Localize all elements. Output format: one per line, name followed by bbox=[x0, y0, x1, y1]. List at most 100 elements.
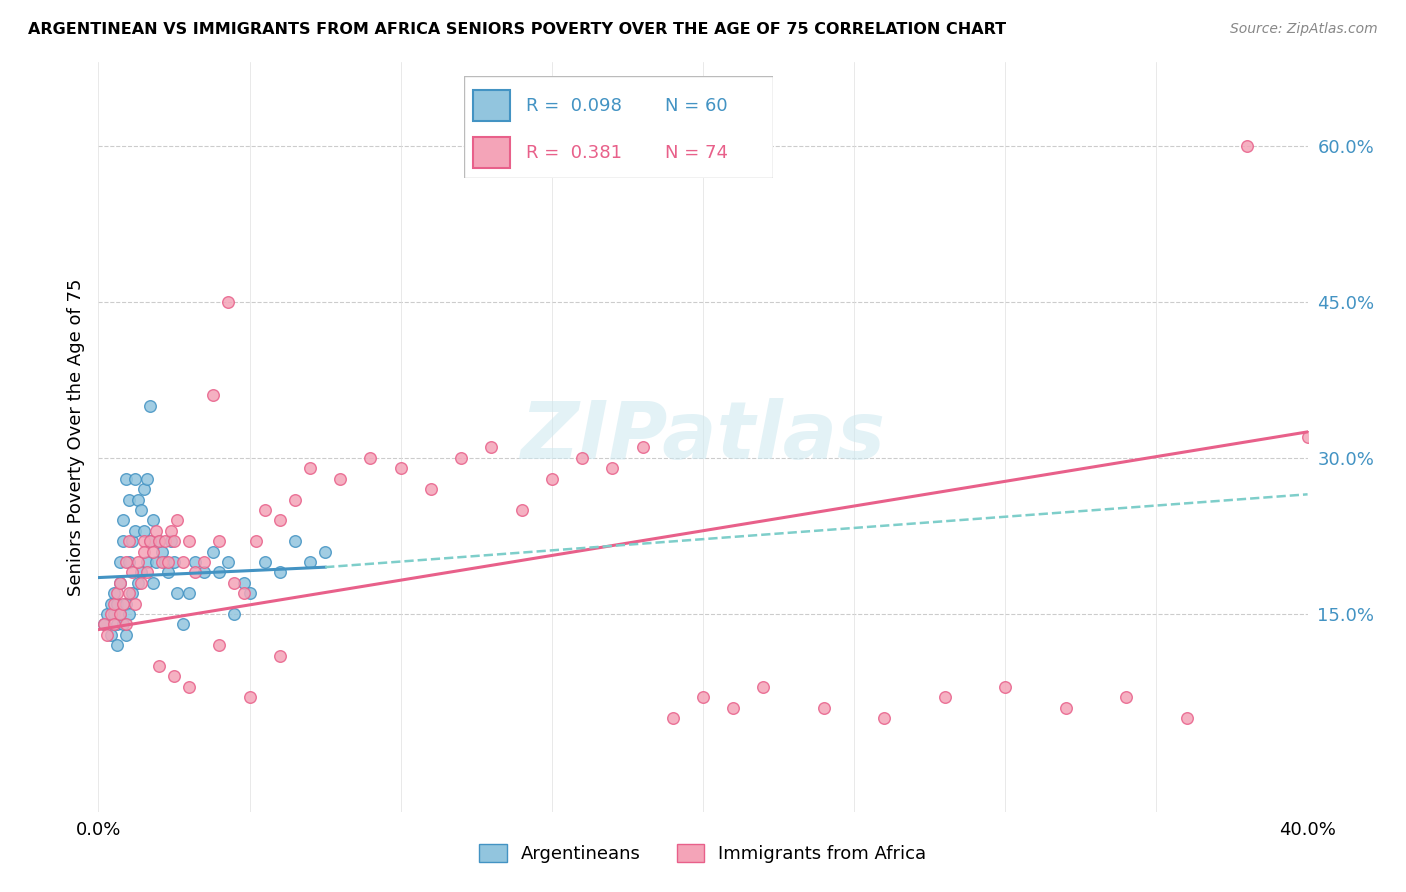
Point bbox=[269, 566, 291, 580]
Point bbox=[245, 534, 267, 549]
Point bbox=[360, 450, 382, 465]
Point bbox=[103, 586, 125, 600]
Point bbox=[139, 399, 162, 413]
Point bbox=[132, 524, 155, 538]
Point bbox=[166, 513, 188, 527]
Point bbox=[540, 472, 562, 486]
Point bbox=[179, 534, 201, 549]
Point bbox=[121, 534, 143, 549]
Point bbox=[103, 597, 125, 611]
Point bbox=[142, 513, 165, 527]
Point bbox=[160, 534, 183, 549]
Point bbox=[145, 555, 167, 569]
Point bbox=[208, 566, 231, 580]
Point bbox=[108, 607, 131, 621]
Point bbox=[118, 607, 141, 621]
Point bbox=[299, 555, 322, 569]
Point bbox=[108, 607, 131, 621]
Point bbox=[132, 482, 155, 496]
FancyBboxPatch shape bbox=[474, 90, 510, 121]
Point bbox=[105, 617, 128, 632]
Point bbox=[163, 534, 186, 549]
Point bbox=[127, 575, 149, 590]
Point bbox=[156, 566, 179, 580]
Point bbox=[148, 659, 170, 673]
Point bbox=[124, 597, 146, 611]
Point bbox=[232, 586, 254, 600]
Point bbox=[873, 711, 896, 725]
Point bbox=[139, 534, 162, 549]
Point bbox=[108, 575, 131, 590]
Point bbox=[129, 575, 152, 590]
Point bbox=[103, 607, 125, 621]
Point bbox=[96, 628, 118, 642]
Point bbox=[179, 680, 201, 694]
Point bbox=[1175, 711, 1198, 725]
Point bbox=[163, 669, 186, 683]
Point bbox=[172, 555, 194, 569]
Point bbox=[114, 472, 136, 486]
Point bbox=[135, 566, 157, 580]
Point bbox=[631, 441, 654, 455]
Point bbox=[108, 555, 131, 569]
Point bbox=[148, 534, 170, 549]
Point bbox=[132, 544, 155, 558]
Point bbox=[299, 461, 322, 475]
Point bbox=[329, 472, 352, 486]
Point bbox=[217, 555, 239, 569]
Point bbox=[420, 482, 443, 496]
Point bbox=[103, 617, 125, 632]
Point bbox=[571, 450, 593, 465]
Text: N = 60: N = 60 bbox=[665, 96, 728, 114]
Point bbox=[752, 680, 775, 694]
Point bbox=[93, 617, 115, 632]
Point bbox=[510, 503, 533, 517]
Point bbox=[96, 607, 118, 621]
Point bbox=[121, 566, 143, 580]
Point bbox=[160, 524, 183, 538]
Y-axis label: Seniors Poverty Over the Age of 75: Seniors Poverty Over the Age of 75 bbox=[66, 278, 84, 596]
Point bbox=[150, 555, 173, 569]
Point bbox=[127, 492, 149, 507]
Point bbox=[184, 566, 207, 580]
Point bbox=[150, 544, 173, 558]
Point bbox=[193, 555, 215, 569]
Point bbox=[135, 472, 157, 486]
Point bbox=[172, 617, 194, 632]
Point bbox=[1236, 138, 1258, 153]
Point bbox=[114, 617, 136, 632]
FancyBboxPatch shape bbox=[474, 137, 510, 168]
Point bbox=[93, 617, 115, 632]
Point bbox=[100, 597, 122, 611]
Point bbox=[284, 534, 307, 549]
Point bbox=[481, 441, 503, 455]
Point bbox=[224, 575, 246, 590]
Point bbox=[114, 597, 136, 611]
Point bbox=[217, 294, 239, 309]
Text: R =  0.381: R = 0.381 bbox=[526, 144, 621, 161]
Point bbox=[1115, 690, 1137, 705]
Text: N = 74: N = 74 bbox=[665, 144, 728, 161]
Point bbox=[105, 638, 128, 652]
Point bbox=[127, 555, 149, 569]
Point bbox=[139, 534, 162, 549]
Point bbox=[135, 555, 157, 569]
Point bbox=[723, 700, 745, 714]
Point bbox=[114, 628, 136, 642]
Point bbox=[129, 503, 152, 517]
Text: ARGENTINEAN VS IMMIGRANTS FROM AFRICA SENIORS POVERTY OVER THE AGE OF 75 CORRELA: ARGENTINEAN VS IMMIGRANTS FROM AFRICA SE… bbox=[28, 22, 1007, 37]
Point bbox=[118, 492, 141, 507]
Point bbox=[224, 607, 246, 621]
Point bbox=[166, 586, 188, 600]
Point bbox=[111, 617, 134, 632]
Point bbox=[208, 534, 231, 549]
Point bbox=[100, 607, 122, 621]
Point bbox=[994, 680, 1017, 694]
Point bbox=[145, 524, 167, 538]
Point bbox=[111, 534, 134, 549]
Point bbox=[153, 555, 176, 569]
Point bbox=[105, 597, 128, 611]
Point bbox=[1296, 430, 1319, 444]
Point bbox=[100, 628, 122, 642]
Point bbox=[934, 690, 956, 705]
